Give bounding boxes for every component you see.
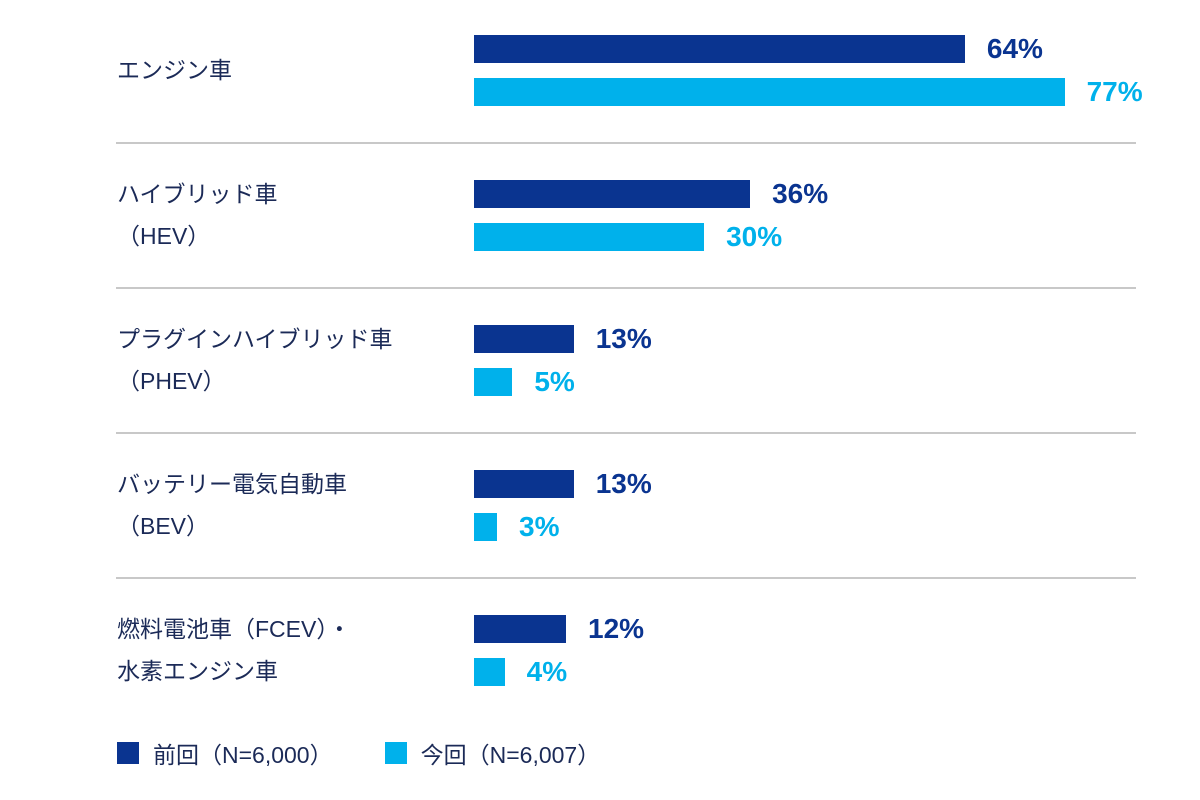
category-label-line: エンジン車: [117, 57, 232, 83]
category-label: バッテリー電気自動車 （BEV）: [117, 463, 347, 547]
data-label: 3%: [519, 511, 560, 542]
category-label-line: ハイブリッド車: [117, 181, 278, 207]
data-label: 30%: [726, 221, 783, 252]
row-divider: [116, 432, 1136, 434]
data-label: 4%: [526, 656, 568, 687]
category-label: エンジン車: [117, 49, 232, 91]
category-label-line: （HEV）: [117, 223, 211, 249]
legend-label: 今回（N=6,007）: [420, 742, 601, 768]
row-divider: [116, 142, 1136, 144]
bar-previous: [474, 35, 965, 63]
bar-current: [474, 658, 505, 686]
legend-swatch: [384, 742, 407, 764]
bar-current: [474, 513, 497, 541]
category-label-line: 水素エンジン車: [117, 658, 278, 684]
category-label-line: 燃料電池車（FCEV）・: [117, 616, 351, 642]
category-label: プラグインハイブリッド車 （PHEV）: [117, 318, 393, 402]
legend-item: 前回（N=6,000）: [117, 736, 333, 770]
data-label: 64%: [986, 33, 1043, 64]
row-divider: [116, 287, 1136, 289]
data-label: 13%: [595, 323, 652, 354]
bar-previous: [474, 325, 574, 353]
bar-current: [474, 78, 1065, 106]
data-label: 36%: [772, 178, 829, 209]
bar-previous: [474, 470, 574, 498]
category-label-line: （PHEV）: [117, 368, 226, 394]
bar-previous: [474, 615, 567, 643]
legend-swatch: [117, 742, 139, 764]
data-label: 77%: [1086, 76, 1143, 107]
category-label: ハイブリッド車 （HEV）: [117, 173, 278, 257]
bar-previous: [474, 180, 751, 208]
bar-current: [474, 368, 513, 396]
category-label-line: プラグインハイブリッド車: [117, 326, 393, 352]
category-label-line: バッテリー電気自動車: [117, 471, 347, 497]
data-label: 13%: [595, 468, 652, 499]
category-label: 燃料電池車（FCEV）・ 水素エンジン車: [117, 608, 351, 692]
data-label: 12%: [588, 613, 645, 644]
category-label-line: （BEV）: [117, 513, 210, 539]
legend-label: 前回（N=6,000）: [153, 742, 333, 768]
data-label: 5%: [534, 366, 575, 397]
legend-item: 今回（N=6,007）: [384, 736, 601, 770]
bar-current: [474, 223, 705, 251]
row-divider: [116, 577, 1136, 579]
legend: 前回（N=6,000） 今回（N=6,007）: [117, 736, 652, 770]
